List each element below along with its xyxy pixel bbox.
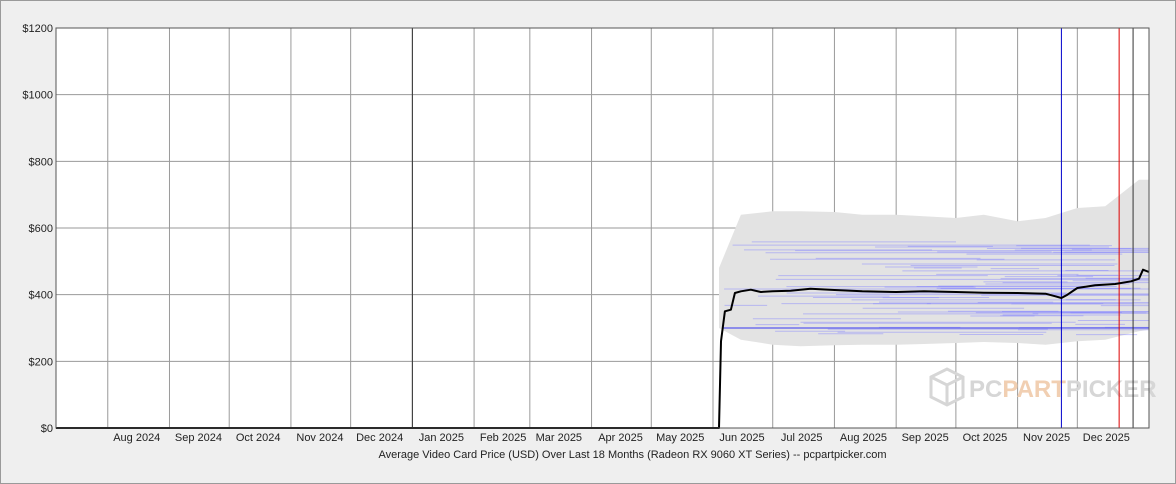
x-tick-label: May 2025 [656,432,704,444]
x-tick-label: Sep 2025 [902,432,949,444]
x-tick-label: Sep 2024 [175,432,222,444]
y-tick-label: $600 [29,223,53,235]
x-tick-label: Nov 2024 [296,432,343,444]
y-tick-label: $1200 [22,23,53,35]
x-tick-label: Nov 2025 [1023,432,1070,444]
plot-border [55,27,1150,429]
x-tick-label: Feb 2025 [480,432,526,444]
x-tick-label: Oct 2024 [236,432,281,444]
x-tick-label: Apr 2025 [598,432,643,444]
x-tick-label: Aug 2024 [113,432,160,444]
x-tick-label: Jan 2025 [419,432,464,444]
watermark-text: PCPARTPICKER [969,376,1157,403]
watermark-cube-icon [930,375,964,405]
y-tick-label: $800 [29,156,53,168]
x-tick-label: Aug 2025 [840,432,887,444]
x-tick-label: Oct 2025 [963,432,1008,444]
x-axis-caption: Average Video Card Price (USD) Over Last… [378,449,886,461]
x-tick-label: Jul 2025 [781,432,823,444]
average-price-line [56,268,1150,429]
x-tick-label: Dec 2025 [1083,432,1130,444]
y-tick-label: $400 [29,290,53,302]
price-range-band [719,179,1149,347]
y-tick-label: $200 [29,356,53,368]
x-tick-label: Dec 2024 [356,432,403,444]
x-tick-label: Mar 2025 [536,432,582,444]
x-tick-label: Jun 2025 [719,432,764,444]
y-tick-label: $0 [41,423,53,435]
watermark-logo-icon [929,367,965,407]
y-tick-label: $1000 [22,90,53,102]
